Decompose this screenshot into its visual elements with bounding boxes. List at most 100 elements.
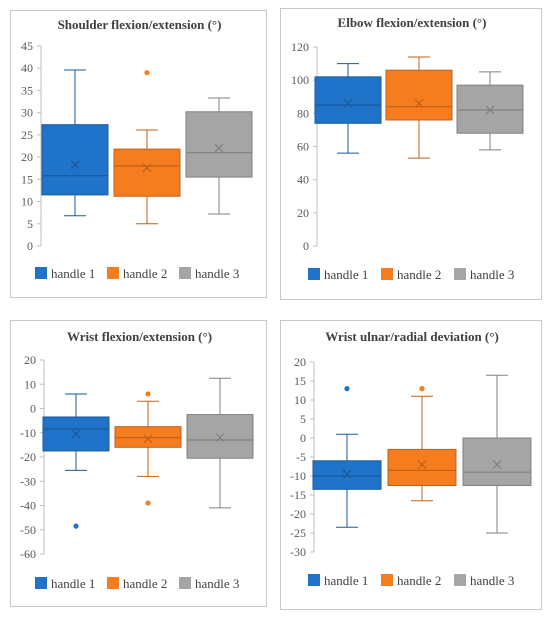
legend-item-handle-3: handle 3: [179, 576, 239, 591]
mean-marker: [342, 469, 352, 479]
wrist-flexion-chart-panel: Wrist flexion/extension (°) -60 -50 -40 -30 -…: [10, 320, 267, 607]
legend-label: handle 2: [397, 267, 441, 282]
y-tick-label: -30: [290, 545, 306, 559]
elbow-chart-panel: Elbow flexion/extension (°) 0 20 40 60 80 100 1…: [280, 8, 542, 300]
mean-marker: [214, 143, 224, 153]
y-tick-label: -10: [20, 426, 36, 440]
iqr-box: [312, 460, 382, 490]
legend-item-handle-2: handle 2: [381, 573, 441, 588]
y-tick-label: 0: [30, 402, 36, 416]
legend-label: handle 3: [470, 573, 514, 588]
mean-marker: [414, 98, 424, 108]
y-tick-label: 15: [294, 374, 306, 388]
y-tick-label: 20: [297, 206, 309, 220]
legend-label: handle 1: [51, 266, 95, 281]
legend-label: handle 3: [470, 267, 514, 282]
iqr-box: [113, 148, 181, 197]
wrist-deviation-chart-panel: Wrist ulnar/radial deviation (°) -30 -25 -2…: [280, 320, 542, 610]
box-handle-3: [186, 377, 254, 509]
y-tick-label: 0: [300, 431, 306, 445]
mean-marker: [142, 163, 152, 173]
iqr-box: [462, 437, 532, 486]
legend-swatch: [308, 574, 320, 586]
iqr-box: [114, 426, 182, 448]
outlier-point: [144, 70, 150, 76]
legend-swatch: [179, 577, 191, 589]
outlier-point: [419, 386, 425, 392]
box-handle-2: [114, 391, 182, 506]
legend-swatch: [35, 267, 47, 279]
legend-item-handle-3: handle 3: [454, 573, 514, 588]
box-handle-3: [185, 97, 253, 215]
legend-swatch: [308, 268, 320, 280]
iqr-box: [186, 414, 254, 459]
legend-swatch: [107, 577, 119, 589]
y-tick-label: 15: [21, 172, 33, 186]
y-tick-label: -15: [290, 488, 306, 502]
legend-label: handle 3: [195, 576, 239, 591]
legend-item-handle-2: handle 2: [107, 576, 167, 591]
mean-marker: [70, 160, 80, 170]
box-handle-3: [462, 374, 532, 534]
legend-item-handle-1: handle 1: [35, 576, 95, 591]
legend-item-handle-3: handle 3: [179, 266, 239, 281]
iqr-box: [314, 76, 382, 124]
legend-swatch: [454, 574, 466, 586]
legend-swatch: [381, 574, 393, 586]
y-tick-label: 20: [24, 353, 36, 367]
chart-title: Shoulder flexion/extension (°): [58, 17, 222, 32]
y-tick-label: 20: [21, 150, 33, 164]
outlier-point: [73, 523, 79, 529]
legend-swatch: [107, 267, 119, 279]
mean-marker: [417, 460, 427, 470]
legend-item-handle-3: handle 3: [454, 267, 514, 282]
legend-label: handle 3: [195, 266, 239, 281]
box-handle-1: [41, 69, 109, 217]
y-tick-label: 10: [294, 393, 306, 407]
legend-swatch: [35, 577, 47, 589]
outlier-point: [145, 500, 151, 506]
legend-label: handle 1: [51, 576, 95, 591]
iqr-box: [185, 111, 253, 178]
iqr-box: [41, 124, 109, 196]
mean-marker: [343, 98, 353, 108]
y-tick-label: -10: [290, 469, 306, 483]
legend-item-handle-1: handle 1: [308, 267, 368, 282]
wrist-deviation-boxplot: Wrist ulnar/radial deviation (°) -30 -25 -2…: [290, 329, 532, 588]
box-handle-2: [113, 70, 181, 225]
box-handle-2: [387, 386, 457, 502]
shoulder-boxplot: Shoulder flexion/extension (°) 0 5 10 15 20 25…: [21, 17, 253, 281]
y-tick-label: 120: [291, 40, 309, 54]
y-tick-label: 5: [27, 217, 33, 231]
y-tick-label: 80: [297, 106, 309, 120]
y-tick-label: -20: [290, 507, 306, 521]
legend-item-handle-1: handle 1: [308, 573, 368, 588]
y-tick-label: 20: [294, 355, 306, 369]
box-handle-3: [456, 71, 524, 151]
y-tick-label: 30: [21, 106, 33, 120]
y-tick-label: 100: [291, 73, 309, 87]
y-tick-label: 60: [297, 140, 309, 154]
y-tick-label: 10: [24, 377, 36, 391]
mean-marker: [215, 433, 225, 443]
y-tick-label: 45: [21, 39, 33, 53]
chart-title: Wrist flexion/extension (°): [67, 329, 212, 344]
mean-marker: [485, 105, 495, 115]
legend-label: handle 2: [123, 266, 167, 281]
wrist-flexion-boxplot: Wrist flexion/extension (°) -60 -50 -40 -30 -…: [20, 329, 254, 591]
legend-item-handle-2: handle 2: [381, 267, 441, 282]
y-tick-label: -50: [20, 523, 36, 537]
y-tick-label: 25: [21, 128, 33, 142]
y-tick-label: 0: [27, 239, 33, 253]
y-tick-label: -60: [20, 547, 36, 561]
y-tick-label: 5: [300, 412, 306, 426]
legend-swatch: [381, 268, 393, 280]
iqr-box: [387, 448, 457, 486]
legend-item-handle-1: handle 1: [35, 266, 95, 281]
mean-marker: [143, 434, 153, 444]
box-handle-1: [314, 63, 382, 154]
legend-label: handle 2: [397, 573, 441, 588]
box-handle-2: [385, 56, 453, 159]
legend-swatch: [179, 267, 191, 279]
box-handle-1: [42, 393, 110, 529]
